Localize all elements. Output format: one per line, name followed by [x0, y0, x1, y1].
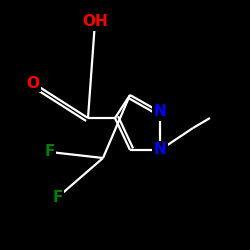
Text: F: F: [45, 144, 55, 160]
Text: OH: OH: [82, 14, 108, 30]
Text: O: O: [26, 76, 40, 90]
Text: N: N: [154, 142, 166, 158]
Text: F: F: [53, 190, 63, 204]
Text: N: N: [154, 104, 166, 120]
